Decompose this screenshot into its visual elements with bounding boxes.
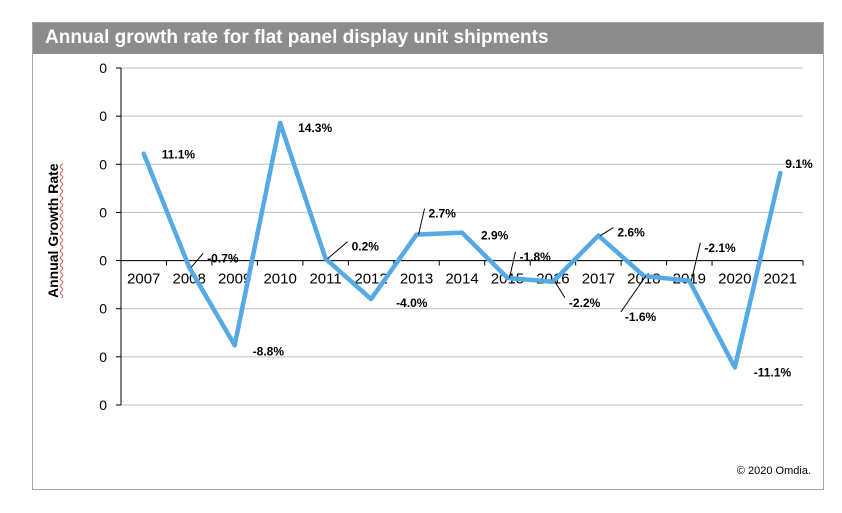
data-label: -8.8%	[253, 344, 285, 358]
x-tick-label: 2009	[218, 271, 251, 288]
data-label: 9.1%	[785, 157, 813, 171]
data-label: 14.3%	[298, 121, 332, 135]
y-tick-label: 0	[99, 60, 107, 76]
y-tick-label: 0	[99, 397, 107, 413]
chart-frame: Annual growth rate for flat panel displa…	[32, 22, 824, 490]
data-label: 2.9%	[481, 229, 509, 243]
chart-title: Annual growth rate for flat panel displa…	[45, 27, 549, 48]
data-label: 2.6%	[617, 226, 645, 240]
data-label-leader	[508, 251, 516, 279]
data-label: -2.2%	[569, 296, 601, 310]
series-line	[141, 120, 783, 370]
data-label-leader	[690, 242, 701, 281]
x-tick-label: 2012	[354, 271, 387, 288]
data-label: -1.6%	[625, 310, 657, 324]
data-label-leader	[620, 275, 647, 313]
y-tick-label: 0	[99, 204, 107, 220]
x-tick-label: 2011	[309, 271, 341, 288]
x-tick-label: 2020	[718, 271, 751, 288]
data-label-leader	[554, 281, 566, 299]
x-tick-label: 2013	[400, 271, 433, 288]
chart-title-bar: Annual growth rate for flat panel displa…	[33, 23, 823, 54]
x-tick-label: 2017	[582, 271, 615, 288]
data-label-leader	[418, 208, 426, 235]
data-label: -4.0%	[396, 296, 428, 310]
data-label: -1.8%	[519, 250, 551, 264]
y-tick-label: 0	[99, 156, 107, 172]
data-label: -0.7%	[207, 251, 239, 265]
data-label-leader	[190, 252, 204, 268]
y-tick-label: 0	[99, 301, 107, 317]
data-label: 0.2%	[352, 240, 380, 254]
data-label: 11.1%	[162, 148, 196, 162]
data-label-leader	[327, 241, 348, 260]
y-tick-label: 0	[99, 349, 107, 365]
y-tick-label: 0	[99, 253, 107, 269]
x-tick-label: 2010	[263, 271, 296, 288]
data-label: -11.1%	[754, 365, 792, 379]
copyright-notice: © 2020 Omdia.	[736, 465, 811, 477]
x-tick-label: 2007	[127, 271, 160, 288]
data-label: -2.1%	[704, 241, 736, 255]
data-label: 2.7%	[429, 207, 457, 221]
data-label-leader	[600, 227, 614, 236]
x-tick-label: 2021	[764, 271, 797, 288]
x-tick-label: 2014	[445, 271, 478, 288]
y-tick-label: 0	[99, 108, 107, 124]
